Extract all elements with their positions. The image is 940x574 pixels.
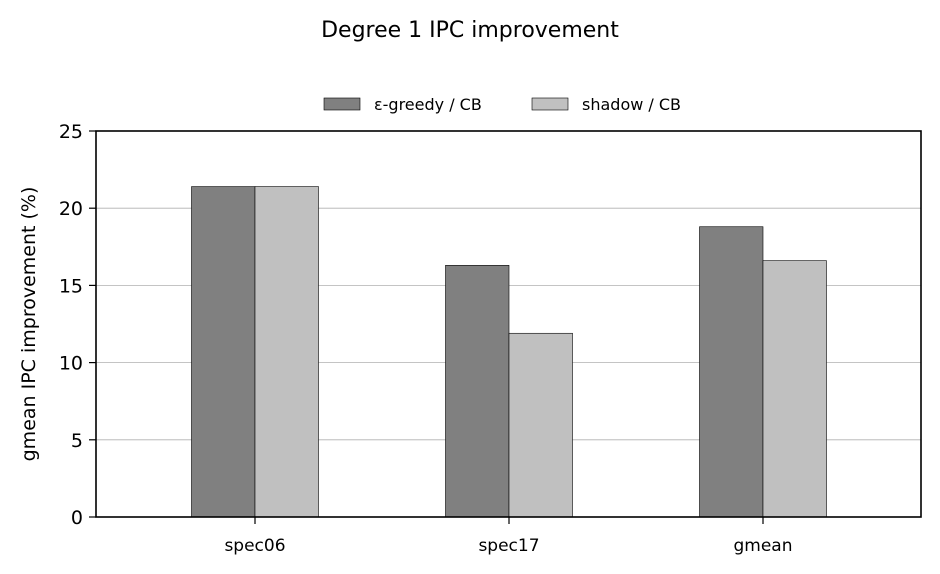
y-axis: 0 5 10 15 20 25: [59, 121, 96, 529]
y-tick-label: 15: [59, 275, 83, 297]
y-tick-label: 25: [59, 121, 83, 143]
bars: [191, 186, 827, 518]
legend-label-egreedy: ε-greedy / CB: [374, 95, 482, 114]
bar-egreedy-spec17: [445, 265, 510, 518]
legend: ε-greedy / CB shadow / CB: [323, 95, 681, 114]
bar-egreedy-gmean: [699, 226, 764, 518]
x-tick-label: gmean: [733, 536, 792, 556]
y-tick-label: 5: [71, 430, 83, 452]
x-tick-label: spec06: [224, 536, 285, 556]
bar-shadow-spec17: [508, 332, 573, 518]
y-tick-label: 0: [71, 507, 83, 529]
y-axis-label: gmean IPC improvement (%): [18, 187, 40, 462]
legend-label-shadow: shadow / CB: [582, 95, 681, 114]
bar-egreedy-spec06: [191, 186, 256, 518]
legend-swatch-shadow: [531, 97, 569, 111]
y-tick-label: 10: [59, 353, 83, 375]
bar-shadow-gmean: [762, 260, 827, 518]
x-axis: spec06 spec17 gmean: [224, 517, 793, 556]
x-tick-label: spec17: [478, 536, 539, 556]
bar-shadow-spec06: [254, 186, 319, 518]
legend-swatch-egreedy: [323, 97, 361, 111]
y-tick-label: 20: [59, 198, 83, 220]
chart-title: Degree 1 IPC improvement: [321, 18, 619, 43]
